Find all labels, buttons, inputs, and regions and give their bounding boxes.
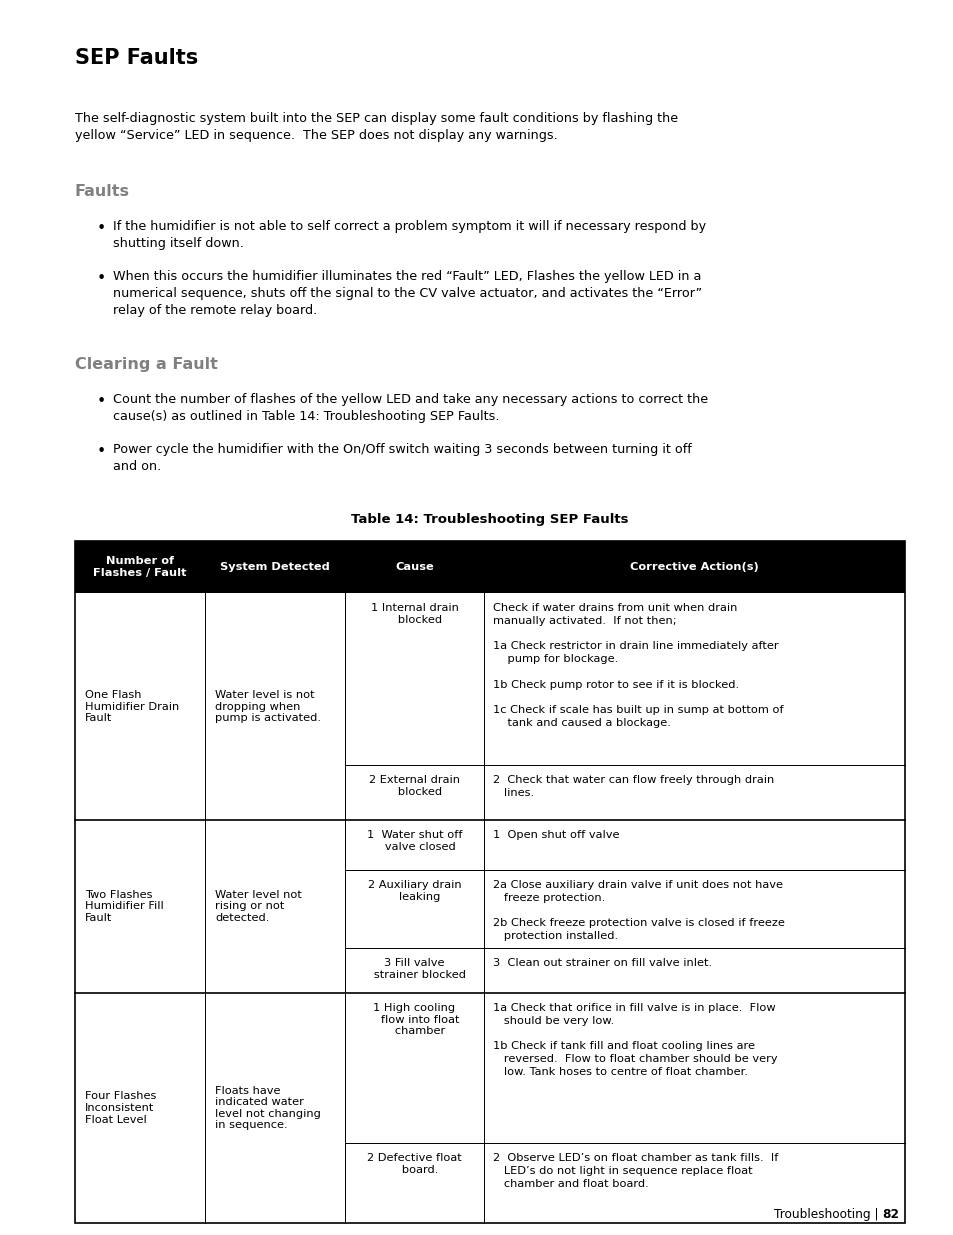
Bar	[75, 993, 904, 1144]
Text: •: •	[97, 394, 106, 409]
Text: 2  Check that water can flow freely through drain
   lines.: 2 Check that water can flow freely throu…	[493, 776, 774, 798]
Text: The self-diagnostic system built into the SEP can display some fault conditions : The self-diagnostic system built into th…	[75, 112, 678, 142]
Text: Clearing a Fault: Clearing a Fault	[75, 357, 217, 372]
Bar	[75, 764, 904, 820]
Text: 2 Defective float
   board.: 2 Defective float board.	[367, 1153, 461, 1174]
Text: SEP Faults: SEP Faults	[75, 48, 198, 68]
Text: •: •	[97, 221, 106, 236]
Text: Check if water drains from unit when drain
manually activated.  If not then;

1a: Check if water drains from unit when dra…	[493, 603, 783, 729]
Text: 3  Clean out strainer on fill valve inlet.: 3 Clean out strainer on fill valve inlet…	[493, 958, 712, 968]
Text: •: •	[97, 445, 106, 459]
Text: Power cycle the humidifier with the On/Off switch waiting 3 seconds between turn: Power cycle the humidifier with the On/O…	[112, 443, 691, 473]
Text: 1  Water shut off
   valve closed: 1 Water shut off valve closed	[366, 830, 462, 852]
Bar	[75, 593, 904, 764]
Text: Corrective Action(s): Corrective Action(s)	[630, 562, 759, 572]
Text: If the humidifier is not able to self correct a problem symptom it will if neces: If the humidifier is not able to self co…	[112, 220, 705, 249]
Text: •: •	[97, 270, 106, 287]
Text: Count the number of flashes of the yellow LED and take any necessary actions to : Count the number of flashes of the yello…	[112, 393, 707, 424]
Text: One Flash
Humidifier Drain
Fault: One Flash Humidifier Drain Fault	[85, 690, 179, 724]
Text: Four Flashes
Inconsistent
Float Level: Four Flashes Inconsistent Float Level	[85, 1092, 156, 1125]
Text: 2 External drain
   blocked: 2 External drain blocked	[369, 776, 459, 797]
Text: Floats have
indicated water
level not changing
in sequence.: Floats have indicated water level not ch…	[215, 1086, 321, 1130]
Text: Troubleshooting |: Troubleshooting |	[773, 1208, 882, 1221]
Text: Table 14: Troubleshooting SEP Faults: Table 14: Troubleshooting SEP Faults	[351, 513, 628, 526]
Text: 82: 82	[882, 1208, 898, 1221]
Bar	[75, 1144, 904, 1223]
Text: 3 Fill valve
   strainer blocked: 3 Fill valve strainer blocked	[362, 958, 465, 979]
Bar	[75, 541, 904, 593]
Text: Cause: Cause	[395, 562, 434, 572]
Text: 1 High cooling
   flow into float
   chamber: 1 High cooling flow into float chamber	[370, 1003, 458, 1036]
Text: Number of
Flashes / Fault: Number of Flashes / Fault	[93, 556, 187, 578]
Bar	[75, 541, 904, 1223]
Text: System Detected: System Detected	[220, 562, 330, 572]
Bar	[75, 948, 904, 993]
Text: Faults: Faults	[75, 184, 130, 199]
Bar	[75, 820, 904, 869]
Text: When this occurs the humidifier illuminates the red “Fault” LED, Flashes the yel: When this occurs the humidifier illumina…	[112, 270, 701, 317]
Text: Water level is not
dropping when
pump is activated.: Water level is not dropping when pump is…	[215, 690, 321, 724]
Text: 1a Check that orifice in fill valve is in place.  Flow
   should be very low.

1: 1a Check that orifice in fill valve is i…	[493, 1003, 777, 1077]
Text: 2  Observe LED’s on float chamber as tank fills.  If
   LED’s do not light in se: 2 Observe LED’s on float chamber as tank…	[493, 1153, 778, 1188]
Text: 1  Open shut off valve: 1 Open shut off valve	[493, 830, 619, 840]
Bar	[75, 869, 904, 948]
Text: 1 Internal drain
   blocked: 1 Internal drain blocked	[370, 603, 458, 625]
Text: 2a Close auxiliary drain valve if unit does not have
   freeze protection.

2b C: 2a Close auxiliary drain valve if unit d…	[493, 881, 784, 941]
Text: Two Flashes
Humidifier Fill
Fault: Two Flashes Humidifier Fill Fault	[85, 890, 164, 923]
Text: Water level not
rising or not
detected.: Water level not rising or not detected.	[215, 890, 302, 923]
Text: 2 Auxiliary drain
   leaking: 2 Auxiliary drain leaking	[367, 881, 461, 902]
